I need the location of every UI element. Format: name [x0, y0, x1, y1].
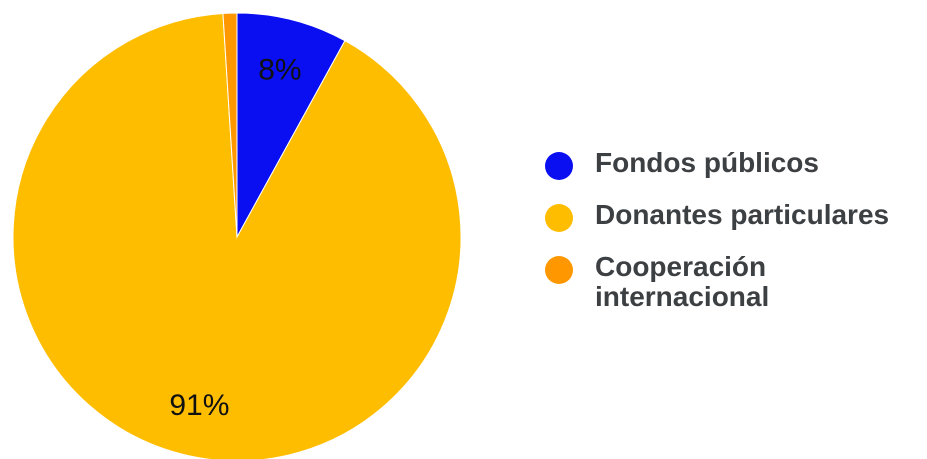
legend-swatch-1	[545, 204, 573, 232]
legend-item-1: Donantes particulares	[545, 200, 925, 232]
legend-swatch-0	[545, 152, 573, 180]
legend-item-2: Cooperación internacional	[545, 252, 925, 312]
pie-slice-0	[236, 12, 346, 238]
legend-swatch-2	[545, 256, 573, 284]
pie-slice-1	[12, 12, 462, 459]
slice-value-label-1: 91%	[169, 389, 229, 422]
legend: Fondos públicos Donantes particulares Coop…	[545, 148, 925, 332]
legend-label-1: Donantes particulares	[595, 199, 890, 230]
legend-label-2: Cooperación internacional	[595, 251, 770, 312]
pie-slice-2	[222, 12, 238, 238]
legend-label-0: Fondos públicos	[595, 147, 819, 178]
pie-labels: 8% 91%	[169, 53, 301, 421]
pie-slices	[12, 12, 462, 459]
legend-item-0: Fondos públicos	[545, 148, 925, 180]
slice-value-label-0: 8%	[258, 53, 301, 86]
